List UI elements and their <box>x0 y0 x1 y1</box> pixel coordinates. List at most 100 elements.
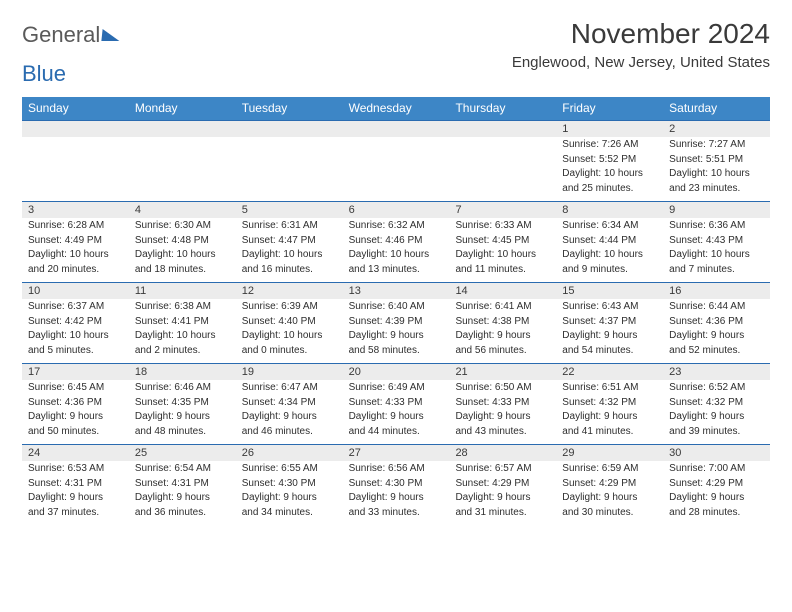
sunset-text: Sunset: 4:33 PM <box>449 395 556 410</box>
dl2-text: and 33 minutes. <box>343 505 450 520</box>
sunset-text: Sunset: 4:42 PM <box>22 314 129 329</box>
day-cell <box>449 121 556 201</box>
sunrise-text: Sunrise: 6:59 AM <box>556 461 663 476</box>
day-number: 26 <box>236 446 254 461</box>
daynum-bar: 29 <box>556 445 663 461</box>
daynum-bar: 9 <box>663 202 770 218</box>
dl2-text: and 2 minutes. <box>129 343 236 358</box>
sunset-text: Sunset: 4:47 PM <box>236 233 343 248</box>
day-number: 21 <box>449 365 467 380</box>
dl2-text: and 16 minutes. <box>236 262 343 277</box>
day-cell: 23Sunrise: 6:52 AMSunset: 4:32 PMDayligh… <box>663 364 770 444</box>
day-cell: 22Sunrise: 6:51 AMSunset: 4:32 PMDayligh… <box>556 364 663 444</box>
sunrise-text: Sunrise: 6:52 AM <box>663 380 770 395</box>
dl1-text: Daylight: 10 hours <box>129 328 236 343</box>
dl2-text: and 23 minutes. <box>663 181 770 196</box>
sunrise-text: Sunrise: 6:50 AM <box>449 380 556 395</box>
dl1-text: Daylight: 9 hours <box>663 409 770 424</box>
day-number: 18 <box>129 365 147 380</box>
dl1-text: Daylight: 9 hours <box>556 490 663 505</box>
day-number: 17 <box>22 365 40 380</box>
sunrise-text: Sunrise: 6:40 AM <box>343 299 450 314</box>
day-number: 6 <box>343 203 355 218</box>
sunrise-text: Sunrise: 6:38 AM <box>129 299 236 314</box>
sunrise-text: Sunrise: 6:45 AM <box>22 380 129 395</box>
daynum-bar <box>129 121 236 137</box>
day-cell: 15Sunrise: 6:43 AMSunset: 4:37 PMDayligh… <box>556 283 663 363</box>
week-row: 3Sunrise: 6:28 AMSunset: 4:49 PM Daylight… <box>22 201 770 282</box>
dl1-text: Daylight: 9 hours <box>22 409 129 424</box>
daynum-bar: 19 <box>236 364 343 380</box>
brand-word-1: General <box>22 22 100 48</box>
daynum-bar <box>343 121 450 137</box>
weekday-header: Thursday <box>449 97 556 120</box>
day-number: 13 <box>343 284 361 299</box>
sunrise-text: Sunrise: 6:57 AM <box>449 461 556 476</box>
daynum-bar: 12 <box>236 283 343 299</box>
daynum-bar: 7 <box>449 202 556 218</box>
dl2-text: and 41 minutes. <box>556 424 663 439</box>
day-cell: 14Sunrise: 6:41 AMSunset: 4:38 PMDayligh… <box>449 283 556 363</box>
dl2-text: and 36 minutes. <box>129 505 236 520</box>
day-number: 20 <box>343 365 361 380</box>
day-cell: 11Sunrise: 6:38 AMSunset: 4:41 PMDayligh… <box>129 283 236 363</box>
day-number: 14 <box>449 284 467 299</box>
day-cell: 9Sunrise: 6:36 AMSunset: 4:43 PMDaylight… <box>663 202 770 282</box>
sunrise-text: Sunrise: 6:32 AM <box>343 218 450 233</box>
weeks-container: 1Sunrise: 7:26 AMSunset: 5:52 PMDaylight… <box>22 120 770 525</box>
day-cell: 18Sunrise: 6:46 AMSunset: 4:35 PMDayligh… <box>129 364 236 444</box>
day-number: 30 <box>663 446 681 461</box>
sunset-text: Sunset: 4:33 PM <box>343 395 450 410</box>
logo-sail-icon <box>102 29 121 41</box>
dl1-text: Daylight: 10 hours <box>663 247 770 262</box>
week-row: 10Sunrise: 6:37 AMSunset: 4:42 PMDayligh… <box>22 282 770 363</box>
sunrise-text: Sunrise: 6:39 AM <box>236 299 343 314</box>
day-number: 2 <box>663 122 675 137</box>
sunset-text: Sunset: 4:41 PM <box>129 314 236 329</box>
dl2-text: and 11 minutes. <box>449 262 556 277</box>
daynum-bar: 27 <box>343 445 450 461</box>
dl2-text: and 31 minutes. <box>449 505 556 520</box>
day-cell: 27Sunrise: 6:56 AMSunset: 4:30 PMDayligh… <box>343 445 450 525</box>
sunset-text: Sunset: 4:29 PM <box>449 476 556 491</box>
brand-logo: General <box>22 18 120 48</box>
day-number: 4 <box>129 203 141 218</box>
daynum-bar: 26 <box>236 445 343 461</box>
dl1-text: Daylight: 9 hours <box>449 490 556 505</box>
dl2-text: and 39 minutes. <box>663 424 770 439</box>
location-text: Englewood, New Jersey, United States <box>512 54 770 71</box>
dl2-text: and 50 minutes. <box>22 424 129 439</box>
sunset-text: Sunset: 4:29 PM <box>556 476 663 491</box>
daynum-bar: 3 <box>22 202 129 218</box>
sunset-text: Sunset: 4:39 PM <box>343 314 450 329</box>
sunset-text: Sunset: 4:40 PM <box>236 314 343 329</box>
dl1-text: Daylight: 9 hours <box>343 409 450 424</box>
dl2-text: and 58 minutes. <box>343 343 450 358</box>
day-cell <box>236 121 343 201</box>
daynum-bar: 6 <box>343 202 450 218</box>
dl2-text: and 9 minutes. <box>556 262 663 277</box>
sunset-text: Sunset: 4:44 PM <box>556 233 663 248</box>
daynum-bar: 18 <box>129 364 236 380</box>
day-cell: 7Sunrise: 6:33 AMSunset: 4:45 PMDaylight… <box>449 202 556 282</box>
daynum-bar: 21 <box>449 364 556 380</box>
dl1-text: Daylight: 10 hours <box>449 247 556 262</box>
dl1-text: Daylight: 9 hours <box>556 328 663 343</box>
day-number: 24 <box>22 446 40 461</box>
day-cell: 13Sunrise: 6:40 AMSunset: 4:39 PMDayligh… <box>343 283 450 363</box>
weekday-header: Monday <box>129 97 236 120</box>
dl2-text: and 18 minutes. <box>129 262 236 277</box>
dl2-text: and 44 minutes. <box>343 424 450 439</box>
dl2-text: and 28 minutes. <box>663 505 770 520</box>
sunset-text: Sunset: 4:32 PM <box>663 395 770 410</box>
dl1-text: Daylight: 10 hours <box>556 247 663 262</box>
dl1-text: Daylight: 10 hours <box>236 247 343 262</box>
sunrise-text: Sunrise: 6:53 AM <box>22 461 129 476</box>
sunset-text: Sunset: 4:49 PM <box>22 233 129 248</box>
weekday-header: Wednesday <box>343 97 450 120</box>
sunset-text: Sunset: 4:38 PM <box>449 314 556 329</box>
day-cell: 10Sunrise: 6:37 AMSunset: 4:42 PMDayligh… <box>22 283 129 363</box>
sunrise-text: Sunrise: 6:28 AM <box>22 218 129 233</box>
dl1-text: Daylight: 9 hours <box>449 328 556 343</box>
daynum-bar: 10 <box>22 283 129 299</box>
